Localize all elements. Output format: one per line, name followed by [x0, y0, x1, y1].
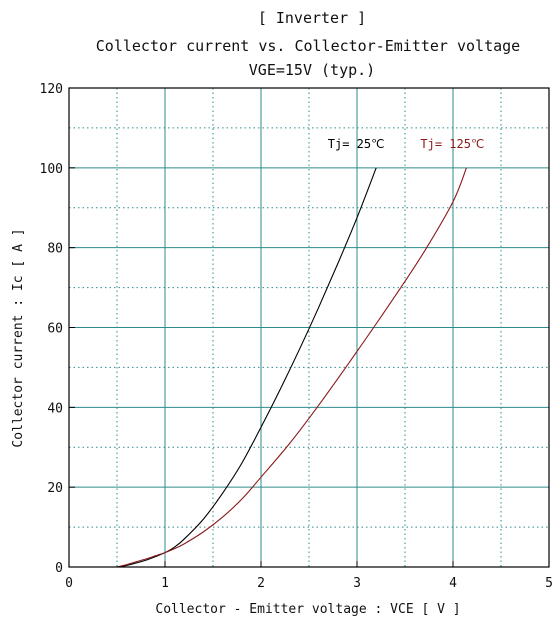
- chart-title-line-2: Collector current vs. Collector-Emitter …: [96, 37, 520, 55]
- y-tick-label: 100: [40, 162, 63, 177]
- y-tick-label: 40: [47, 401, 63, 416]
- chart-title-line-1: [ Inverter ]: [258, 9, 366, 27]
- series-line-tj-25: [116, 167, 377, 568]
- y-tick-label: 0: [55, 561, 63, 576]
- x-axis-label: Collector - Emitter voltage : VCE [ V ]: [155, 602, 460, 617]
- y-tick-label: 80: [47, 242, 63, 257]
- series-layer: [116, 167, 467, 568]
- chart-title-line-3: VGE=15V (typ.): [249, 61, 375, 79]
- frame-layer: [68, 87, 550, 568]
- x-tick-label: 5: [545, 576, 552, 591]
- x-tick-label: 0: [65, 576, 73, 591]
- x-tick-label: 3: [353, 576, 361, 591]
- series-label-tj-125: Tj= 125℃: [420, 137, 484, 151]
- text-layer: [ Inverter ] Collector current vs. Colle…: [11, 9, 552, 617]
- y-tick-label: 60: [47, 322, 63, 337]
- y-tick-label: 20: [47, 481, 63, 496]
- x-tick-label: 4: [449, 576, 457, 591]
- series-label-tj-25: Tj= 25℃: [328, 137, 385, 151]
- y-tick-label: 120: [40, 82, 63, 97]
- series-line-tj-125: [116, 167, 467, 568]
- y-axis-label: Collector current : Ic [ A ]: [11, 228, 26, 447]
- x-tick-label: 1: [161, 576, 169, 591]
- x-tick-label: 2: [257, 576, 265, 591]
